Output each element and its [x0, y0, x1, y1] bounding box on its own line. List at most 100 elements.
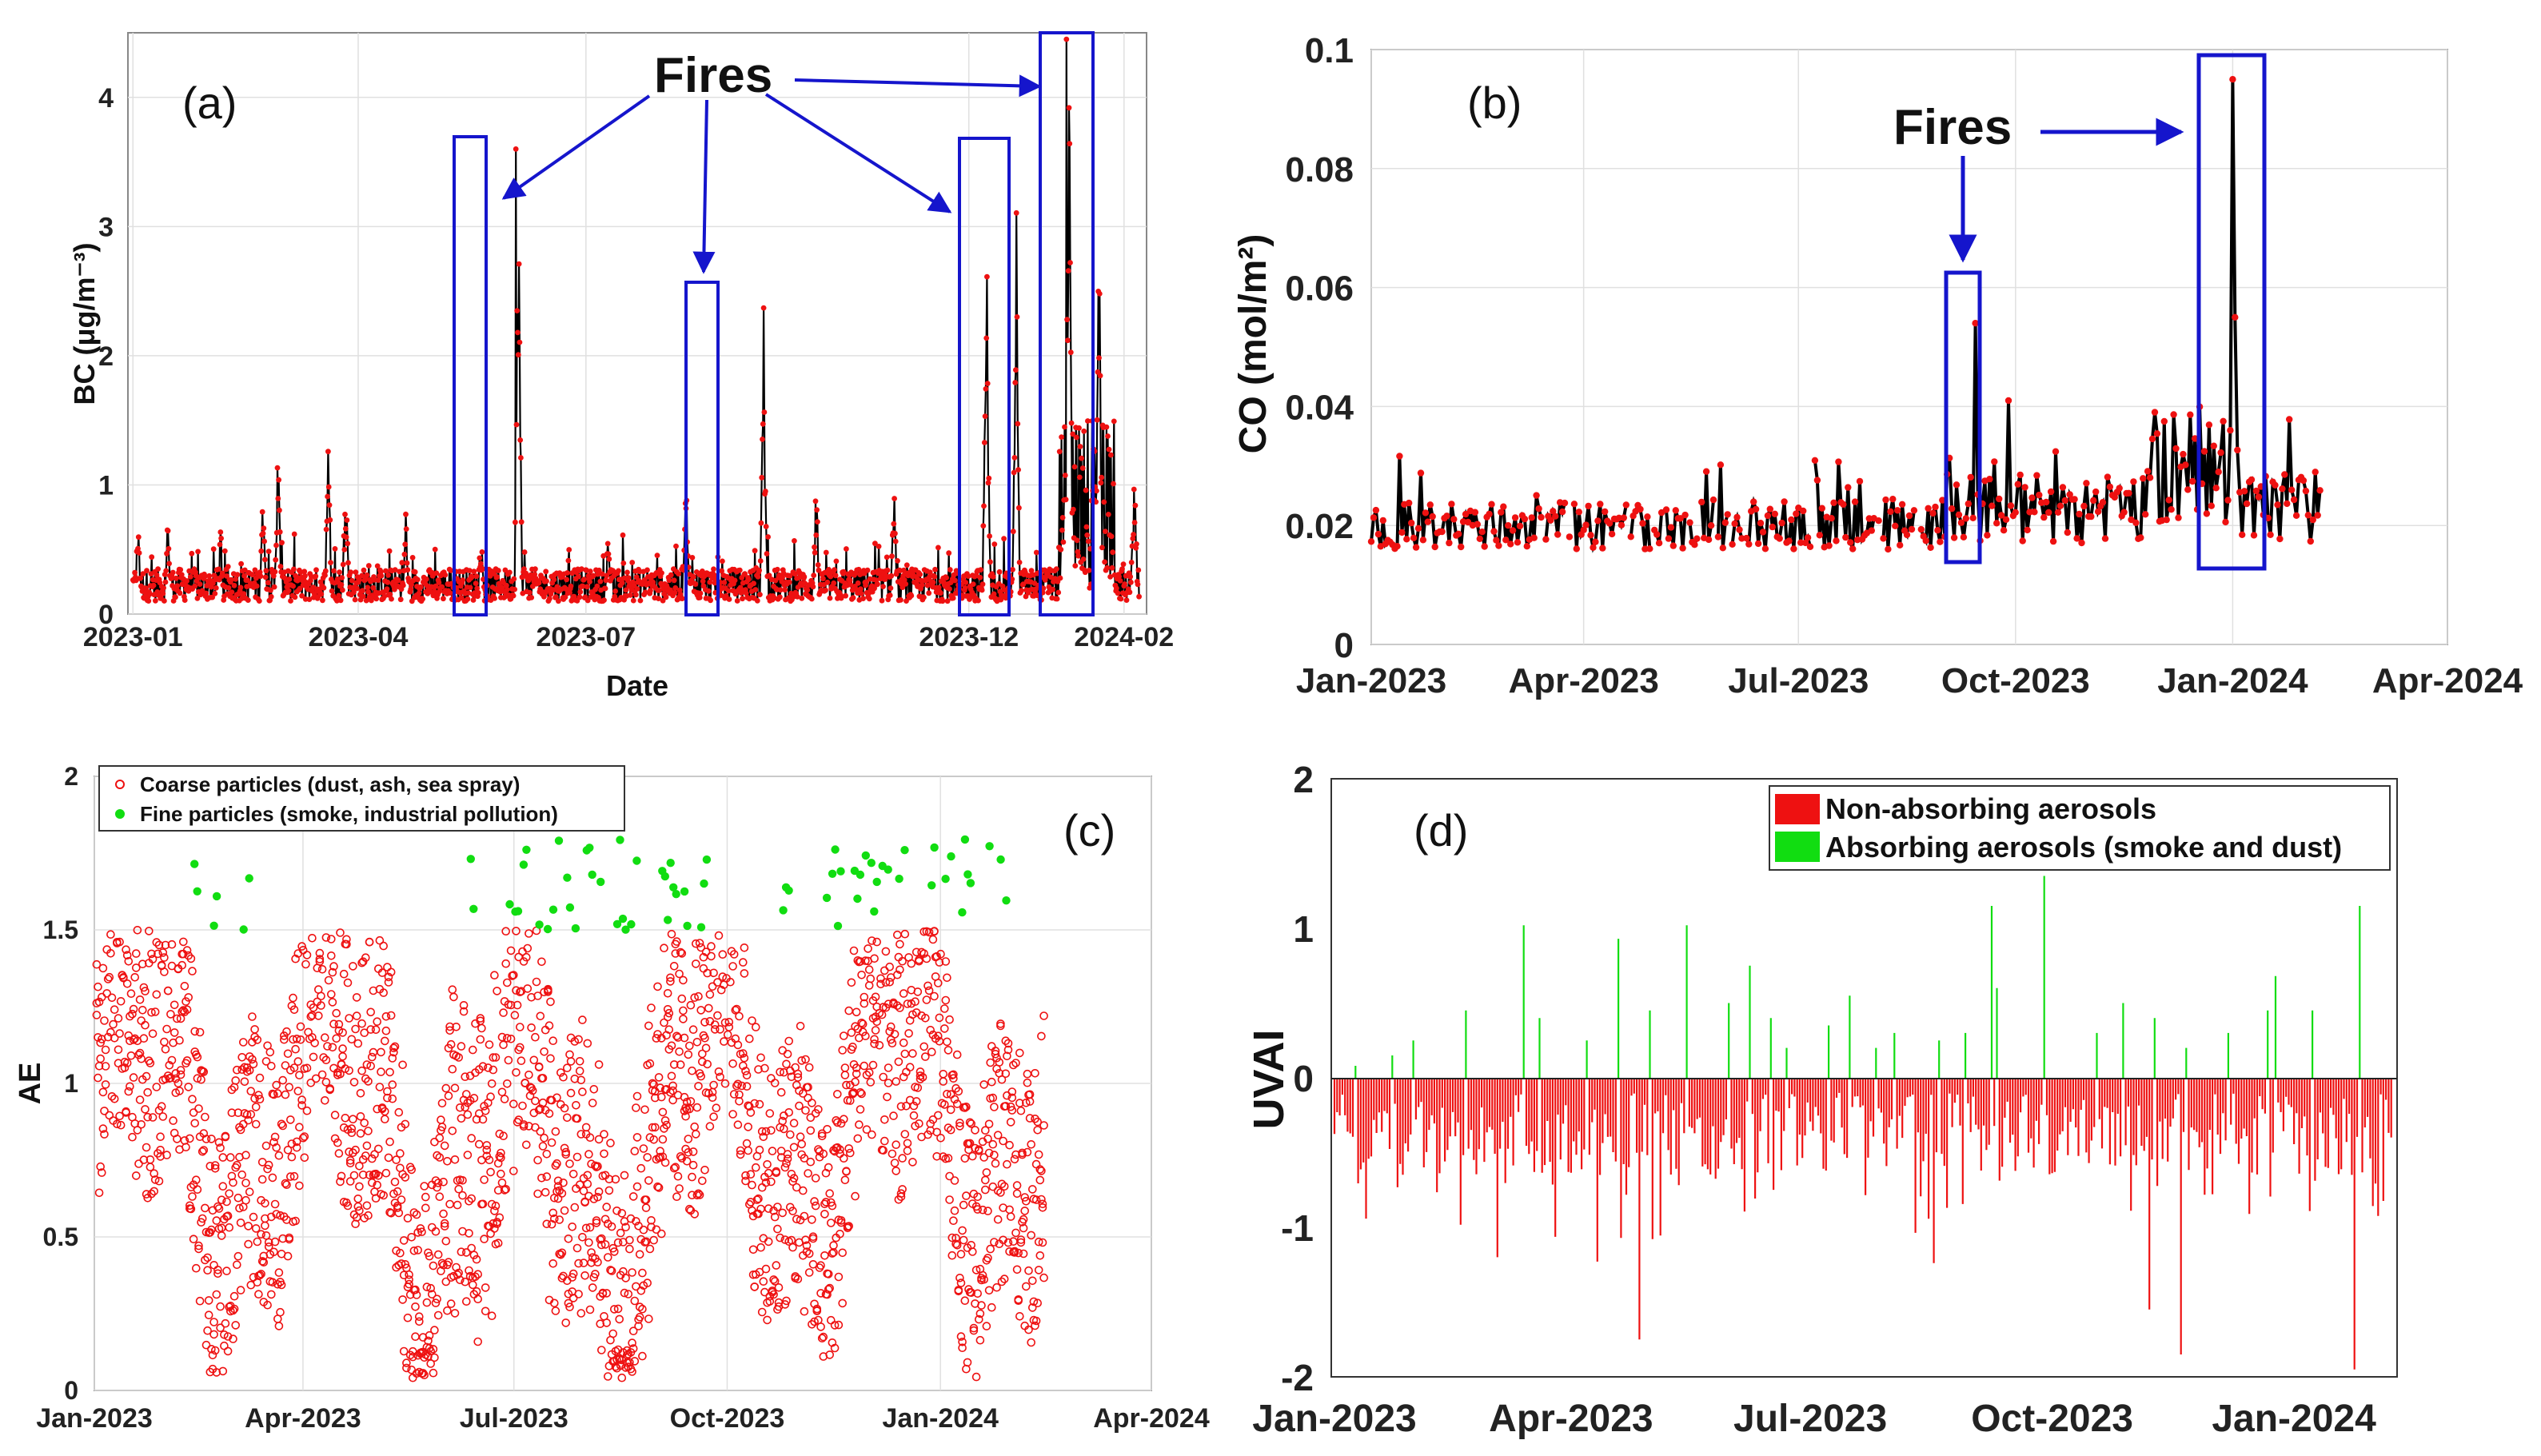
panel-c-coarse-point — [244, 1222, 253, 1231]
panel-b-co-point — [2192, 435, 2199, 442]
panel-c-coarse-point — [425, 1251, 434, 1261]
panel-b-ytick: 0.06 — [1285, 269, 1354, 309]
panel-b-co-point — [1535, 505, 1542, 513]
panel-c-coarse-point — [848, 1043, 857, 1051]
panel-c-coarse-point — [857, 1089, 866, 1099]
panel-c-coarse-point — [463, 1110, 473, 1119]
panel-c-coarse-point — [632, 1182, 642, 1191]
panel-c-coarse-point — [791, 1272, 800, 1281]
panel-a-bc-point — [174, 583, 181, 589]
panel-c-coarse-point — [628, 1268, 636, 1277]
panel-c-coarse-point — [676, 947, 685, 957]
panel-a-bc-point — [155, 566, 162, 572]
panel-c-coarse-point — [588, 1099, 597, 1107]
panel-c-coarse-point — [556, 1251, 565, 1259]
panel-b-co-point — [1724, 511, 1731, 518]
panel-a-bc-point — [1116, 573, 1122, 580]
panel-c-coarse-point — [885, 978, 894, 987]
panel-c-coarse-point — [836, 1145, 844, 1154]
panel-c-coarse-point — [371, 1025, 381, 1035]
panel-a-bc-point — [594, 583, 600, 589]
panel-b-co-point — [1431, 543, 1438, 551]
panel-c-coarse-point — [821, 1198, 831, 1207]
panel-a-bc-point — [581, 576, 587, 583]
panel-c-coarse-point — [116, 997, 126, 1006]
panel-c-coarse-point — [649, 1135, 659, 1144]
panel-c-coarse-point — [830, 1321, 840, 1330]
panel-c-coarse-point — [213, 1202, 222, 1211]
panel-c-coarse-point — [254, 1290, 263, 1298]
panel-a-bc-point — [403, 511, 409, 517]
panel-a-bc-point — [612, 588, 618, 594]
panel-c-coarse-point — [468, 1045, 477, 1055]
panel-c-coarse-point — [660, 943, 668, 952]
panel-a-bc-point — [1114, 585, 1119, 592]
panel-c-coarse-point — [898, 956, 907, 966]
panel-b-co-point — [1615, 514, 1623, 521]
panel-a-bc-point — [1104, 564, 1111, 571]
panel-a-bc-point — [329, 588, 335, 594]
panel-c-coarse-point — [879, 1146, 888, 1155]
panel-c-coarse-point — [437, 1099, 447, 1108]
panel-b-co-point — [2232, 313, 2239, 321]
panel-d-ytick: 2 — [1293, 759, 1314, 800]
panel-a-bc-point — [374, 563, 381, 569]
panel-c-coarse-point — [857, 971, 866, 979]
panel-a-bc-point — [1074, 537, 1080, 544]
panel-b-co-point — [1825, 542, 1833, 549]
panel-b-co-point — [1550, 508, 1557, 515]
panel-c-coarse-point — [975, 1335, 985, 1345]
panel-c-coarse-point — [461, 1103, 470, 1112]
panel-c-coarse-point — [195, 1027, 205, 1037]
panel-c-coarse-point — [808, 1215, 816, 1224]
panel-c-coarse-point — [899, 989, 908, 998]
panel-c-coarse-point — [872, 1017, 881, 1027]
panel-c-coarse-point — [225, 1223, 234, 1232]
panel-b-co-point — [1939, 497, 1946, 504]
panel-c-coarse-point — [285, 1172, 295, 1181]
panel-c-coarse-point — [278, 1121, 288, 1131]
panel-a-bc-point — [432, 546, 438, 552]
panel-c-coarse-point — [666, 973, 675, 983]
panel-c-fine-point — [666, 859, 675, 868]
panel-c-coarse-point — [986, 1058, 995, 1067]
panel-c-coarse-point — [943, 1090, 951, 1099]
panel-c-coarse-point — [426, 1283, 436, 1293]
panel-c-coarse-point — [923, 981, 932, 991]
panel-a-bc-point — [838, 595, 844, 601]
panel-c-coarse-point — [281, 1061, 290, 1070]
panel-c-coarse-point — [268, 1173, 277, 1183]
panel-b-co-point — [2036, 491, 2043, 499]
panel-c-coarse-point — [987, 1077, 996, 1087]
panel-b-annotation: Fires — [1893, 100, 2012, 155]
panel-c-coarse-point — [98, 1087, 108, 1097]
panel-c-coarse-point — [675, 969, 684, 979]
panel-c-coarse-point — [764, 1237, 773, 1247]
panel-c-legend-fine-marker — [115, 809, 125, 819]
panel-c-coarse-point — [654, 1073, 664, 1082]
panel-b-co-point — [1511, 514, 1519, 521]
panel-c-coarse-point — [772, 1167, 781, 1176]
panel-a-bc-point — [774, 566, 780, 572]
panel-c-coarse-point — [412, 1210, 421, 1219]
panel-c-coarse-point — [793, 1274, 803, 1283]
panel-c-coarse-point — [999, 1136, 1007, 1146]
panel-c-coarse-point — [194, 1241, 203, 1251]
panel-b-co-point — [2137, 534, 2144, 541]
panel-c-coarse-point — [782, 1159, 791, 1168]
panel-b-ytick: 0.08 — [1285, 150, 1354, 189]
panel-c-coarse-point — [694, 1082, 703, 1091]
panel-c-coarse-point — [537, 1174, 546, 1183]
panel-c-coarse-point — [190, 1027, 199, 1036]
panel-b-co-point — [1443, 513, 1450, 520]
panel-c-coarse-point — [110, 1095, 119, 1103]
panel-c-coarse-point — [688, 1160, 698, 1170]
panel-c-coarse-point — [909, 1101, 919, 1111]
panel-c-coarse-point — [654, 1183, 664, 1192]
panel-c-coarse-point — [238, 1038, 248, 1047]
panel-c-coarse-point — [708, 982, 717, 991]
panel-c-coarse-point — [512, 986, 521, 995]
panel-a-bc-point — [231, 582, 237, 588]
panel-c-xtick: Apr-2024 — [1093, 1403, 1210, 1434]
panel-a-bc-point — [1079, 455, 1084, 461]
